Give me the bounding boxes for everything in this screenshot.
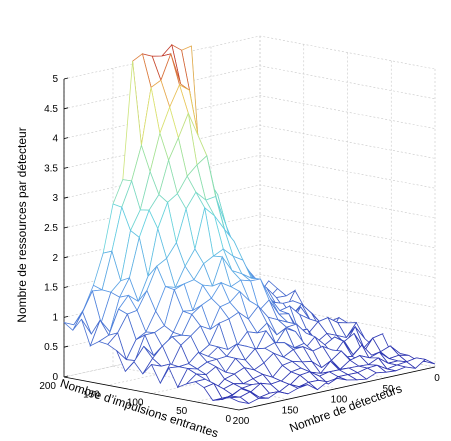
x-tick-label: 150 xyxy=(282,405,299,416)
z-tick-mark xyxy=(63,256,69,259)
z-tick-label: 0.5 xyxy=(44,342,58,353)
tick-labels: 00.511.522.533.544.550501001502000501001… xyxy=(39,74,440,427)
y-tick-label: 0 xyxy=(225,414,231,425)
z-tick-mark xyxy=(63,77,69,80)
z-gridline xyxy=(63,214,436,259)
z-tick-mark xyxy=(63,286,69,288)
y-axis-line xyxy=(63,376,240,411)
z-tick-label: 2.5 xyxy=(44,223,58,234)
z-tick-label: 1 xyxy=(52,312,58,323)
z-tick-label: 5 xyxy=(52,74,58,85)
z-tick-label: 2 xyxy=(52,253,58,264)
z-tick-label: 3.5 xyxy=(44,163,58,174)
z-gridline xyxy=(63,154,436,199)
z-gridline xyxy=(63,125,436,169)
x-tick-label: 0 xyxy=(434,373,440,384)
x-tick-label: 200 xyxy=(233,416,250,427)
y-tick-label: 100 xyxy=(127,398,144,409)
z-tick-mark xyxy=(63,375,69,378)
z-tick-label: 0 xyxy=(52,372,58,383)
surface-cell xyxy=(150,363,171,385)
z-tick-label: 3 xyxy=(52,193,58,204)
x-tick-label: 50 xyxy=(382,384,394,395)
z-tick-label: 1.5 xyxy=(44,283,58,294)
y-tick-label: 50 xyxy=(176,406,188,417)
y-tick-label: 150 xyxy=(83,389,100,400)
z-axis-label: Nombre de ressources par détecteur xyxy=(15,127,29,322)
surface-cell xyxy=(230,396,250,404)
y-tick-label: 200 xyxy=(39,381,56,392)
z-tick-mark xyxy=(63,196,69,199)
z-tick-mark xyxy=(63,107,69,110)
y-axis-label: Nombre d’impulsions entrantes xyxy=(58,376,220,440)
z-tick-label: 4 xyxy=(52,134,58,145)
z-tick-label: 4.5 xyxy=(44,104,58,115)
x-axis-label: Nombre de détecteurs xyxy=(287,381,403,435)
z-gridline xyxy=(63,65,436,110)
z-tick-mark xyxy=(63,316,69,318)
z-tick-mark xyxy=(63,345,69,348)
z-gridline xyxy=(63,95,436,139)
z-tick-mark xyxy=(63,167,69,169)
x-tick-label: 100 xyxy=(331,395,348,406)
z-gridline xyxy=(63,274,436,318)
z-tick-mark xyxy=(63,226,69,229)
z-gridline xyxy=(63,35,436,80)
z-tick-mark xyxy=(63,137,69,139)
surface-mesh xyxy=(63,43,436,404)
x-axis-line xyxy=(238,366,436,411)
